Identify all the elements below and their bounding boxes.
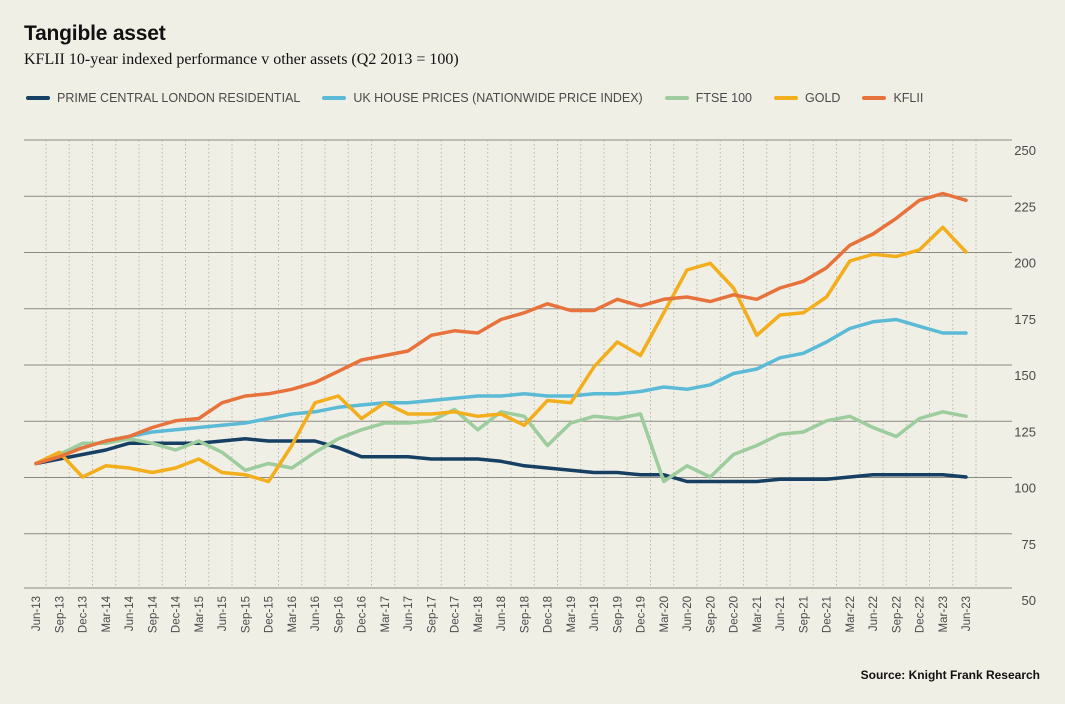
x-tick-label: Dec-22 [915,596,927,633]
x-tick-label: Dec-21 [822,596,834,633]
x-tick-label: Sep-13 [54,596,66,633]
legend-label: UK HOUSE PRICES (NATIONWIDE PRICE INDEX) [353,91,643,105]
series-line-ftse-100 [34,407,968,484]
x-tick-label: Sep-22 [891,596,903,633]
x-tick-label: Sep-19 [612,596,624,633]
x-tick-label: Sep-21 [798,596,810,633]
legend-swatch [322,96,347,100]
x-tick-label: Mar-17 [380,596,392,632]
x-tick-label: Dec-14 [171,595,183,633]
x-tick-label: Jun-22 [868,596,880,631]
x-tick-label: Mar-14 [101,595,113,632]
source-note: Source: Knight Frank Research [860,668,1040,682]
x-tick-label: Dec-16 [357,596,369,633]
series-lines [34,191,968,484]
y-tick-label: 100 [1014,481,1036,496]
y-tick-label: 225 [1014,199,1036,214]
legend-item: UK HOUSE PRICES (NATIONWIDE PRICE INDEX) [322,91,643,105]
x-tick-label: Dec-15 [264,596,276,633]
series-line-gold [34,225,968,484]
legend-item: FTSE 100 [664,91,753,105]
legend-item: GOLD [774,91,840,105]
legend-item: KFLII [862,91,923,105]
x-tick-label: Sep-20 [705,596,717,633]
x-tick-label: Sep-17 [426,596,438,633]
y-tick-label: 175 [1014,312,1036,327]
legend-label: PRIME CENTRAL LONDON RESIDENTIAL [57,91,301,105]
legend-label: GOLD [805,91,841,105]
legend-label: KFLII [893,91,924,105]
series-line-prime-central-london-residential [34,437,968,484]
x-tick-label: Jun-15 [217,596,229,631]
x-tick-label: Dec-19 [636,596,648,633]
series-line-kflii [34,191,968,466]
x-tick-label: Dec-18 [543,596,555,633]
legend: PRIME CENTRAL LONDON RESIDENTIAL UK HOUSE… [26,91,945,105]
x-tick-label: Sep-15 [240,596,252,633]
x-tick-label: Jun-13 [31,596,43,631]
y-tick-label: 125 [1014,424,1036,439]
y-tick-label: 50 [1022,593,1036,608]
x-tick-label: Jun-14 [124,595,136,631]
vertical-gridlines [45,140,977,586]
chart-subtitle: KFLII 10-year indexed performance v othe… [24,51,459,68]
y-tick-label: 75 [1022,537,1036,552]
x-tick-label: Mar-19 [566,596,578,632]
x-tick-label: Jun-17 [403,596,415,631]
x-tick-label: Dec-13 [78,596,90,633]
x-tick-label: Jun-23 [961,596,973,631]
x-tick-label: Jun-16 [310,596,322,631]
x-tick-label: Mar-20 [659,596,671,632]
y-axis-tick-labels: 250 225 200 175 150 125 100 75 50 [1014,143,1036,608]
y-tick-label: 200 [1014,256,1036,271]
x-axis-tick-labels: Jun-13 Sep-13 Dec-13 Mar-14 Jun-14 Sep-14 Dec-… [31,595,973,633]
x-tick-label: Jun-18 [496,596,508,631]
x-tick-label: Mar-18 [473,596,485,632]
x-tick-label: Dec-17 [450,596,462,633]
legend-item: PRIME CENTRAL LONDON RESIDENTIAL [26,91,300,105]
legend-swatch [774,96,799,100]
x-tick-label: Mar-15 [194,596,206,632]
x-tick-label: Dec-20 [729,596,741,633]
chart-title: Tangible asset [24,22,166,45]
x-tick-label: Mar-22 [845,596,857,632]
series-line-uk-house-prices-nationwide-price-index [34,317,968,466]
legend-swatch [26,96,50,100]
horizontal-gridlines [24,139,1012,589]
x-tick-label: Mar-16 [287,596,299,632]
legend-swatch [862,96,887,100]
x-tick-label: Jun-20 [682,596,694,631]
y-tick-label: 250 [1014,143,1036,158]
x-tick-label: Sep-16 [333,596,345,633]
legend-swatch [664,96,689,100]
x-tick-label: Jun-19 [589,596,601,631]
x-tick-label: Mar-23 [938,596,950,632]
x-tick-label: Mar-21 [752,596,764,632]
x-tick-label: Sep-18 [519,596,531,633]
y-tick-label: 150 [1014,368,1036,383]
x-tick-label: Sep-14 [147,595,159,633]
x-tick-label: Jun-21 [775,596,787,631]
legend-label: FTSE 100 [695,91,753,105]
